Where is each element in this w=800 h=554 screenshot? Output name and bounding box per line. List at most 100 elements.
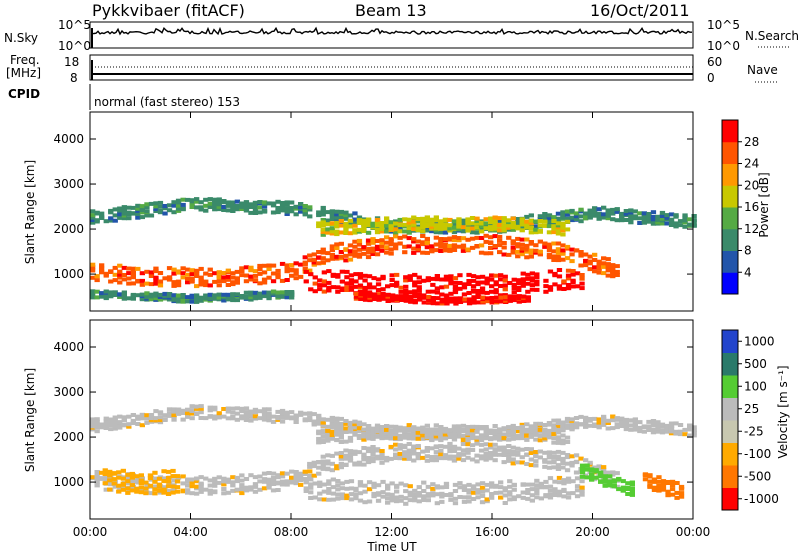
velocity-cell [379,460,385,465]
velocity-cell [108,417,114,422]
power-cell [664,215,670,220]
power-cell [492,215,498,220]
power-cell [424,250,430,255]
power-cell [234,204,240,208]
velocity-cell [625,485,631,490]
power-cell [475,280,481,285]
power-cell [488,222,494,227]
power-cell [394,294,400,299]
velocity-cell [338,440,344,444]
power-cell [353,284,359,289]
power-cell [385,299,391,303]
power-cell [587,212,593,217]
power-cell [370,246,376,251]
velocity-cell [393,424,399,429]
power-cell [139,282,145,287]
power-cell [444,301,450,306]
velocity-cell [602,479,608,484]
power-cell [429,222,435,227]
power-cell [397,229,403,234]
velocity-cell [442,456,449,461]
power-cell [293,261,299,266]
power-cell [433,215,439,220]
velocity-cell [384,431,390,436]
velocity-cell [153,418,159,423]
power-cell [466,291,472,295]
velocity-cell [329,429,335,434]
velocity-cell [466,488,472,493]
velocity-cell [189,408,195,413]
velocity-cell [161,487,167,492]
velocity-cell [180,417,186,422]
power-cell [275,268,281,273]
power-cell [555,216,562,221]
power-cell [483,251,489,256]
power-cell [139,215,145,220]
power-cell [356,254,363,259]
velocity-cell [501,453,507,457]
power-cell [492,225,498,230]
velocity-ytick-label: 3000 [53,385,84,399]
velocity-cell [556,493,563,498]
power-cell [664,221,670,226]
power-cell [448,299,455,304]
velocity-cell [185,483,191,488]
velocity-cell [162,485,168,490]
velocity-cell [402,456,408,461]
power-cell [175,296,182,301]
power-cell [361,245,367,250]
power-cell [520,280,526,285]
power-cell [519,222,525,227]
velocity-cell [212,489,218,494]
power-cell [403,278,409,283]
velocity-cell [311,460,317,465]
power-cell [525,276,531,281]
power-cell [198,200,204,205]
velocity-cell [348,486,355,491]
velocity-cell [528,457,534,462]
power-cell [352,244,358,249]
power-cell [148,296,155,301]
velocity-cell [320,438,326,443]
velocity-cell [492,424,498,428]
velocity-cell [234,487,240,492]
power-cell [560,228,566,233]
velocity-cell [664,423,670,428]
power-cell [302,208,308,213]
power-cell [252,204,259,209]
velocity-cell [289,480,295,485]
velocity-cell [651,479,658,484]
power-cell [334,212,340,217]
power-cell [417,297,423,302]
velocity-cell [479,494,486,498]
velocity-cell [447,454,453,459]
velocity-cell [474,459,480,464]
velocity-cell [94,425,100,429]
power-cell [212,200,218,205]
power-cell [510,227,516,232]
velocity-cell [620,485,626,490]
power-cell [347,252,354,257]
power-cell [162,206,168,211]
power-cell [207,283,213,288]
velocity-cell [629,480,635,485]
power-cell [547,285,554,290]
velocity-cell [447,441,453,446]
power-cell [475,289,481,293]
power-cell [578,214,584,219]
velocity-cell [339,496,345,501]
power-cell [175,283,182,288]
velocity-cell [320,430,326,435]
velocity-cell [366,499,373,504]
power-cell [439,285,445,290]
power-cell [502,287,508,292]
power-cell [130,292,136,297]
power-cell [207,296,213,301]
freq-label: Freq. [10,53,40,67]
velocity-cell [510,423,516,428]
power-cell [610,271,616,276]
velocity-cell [384,435,390,440]
power-cell [329,244,335,249]
power-cell [388,223,394,228]
power-cell [501,252,507,257]
